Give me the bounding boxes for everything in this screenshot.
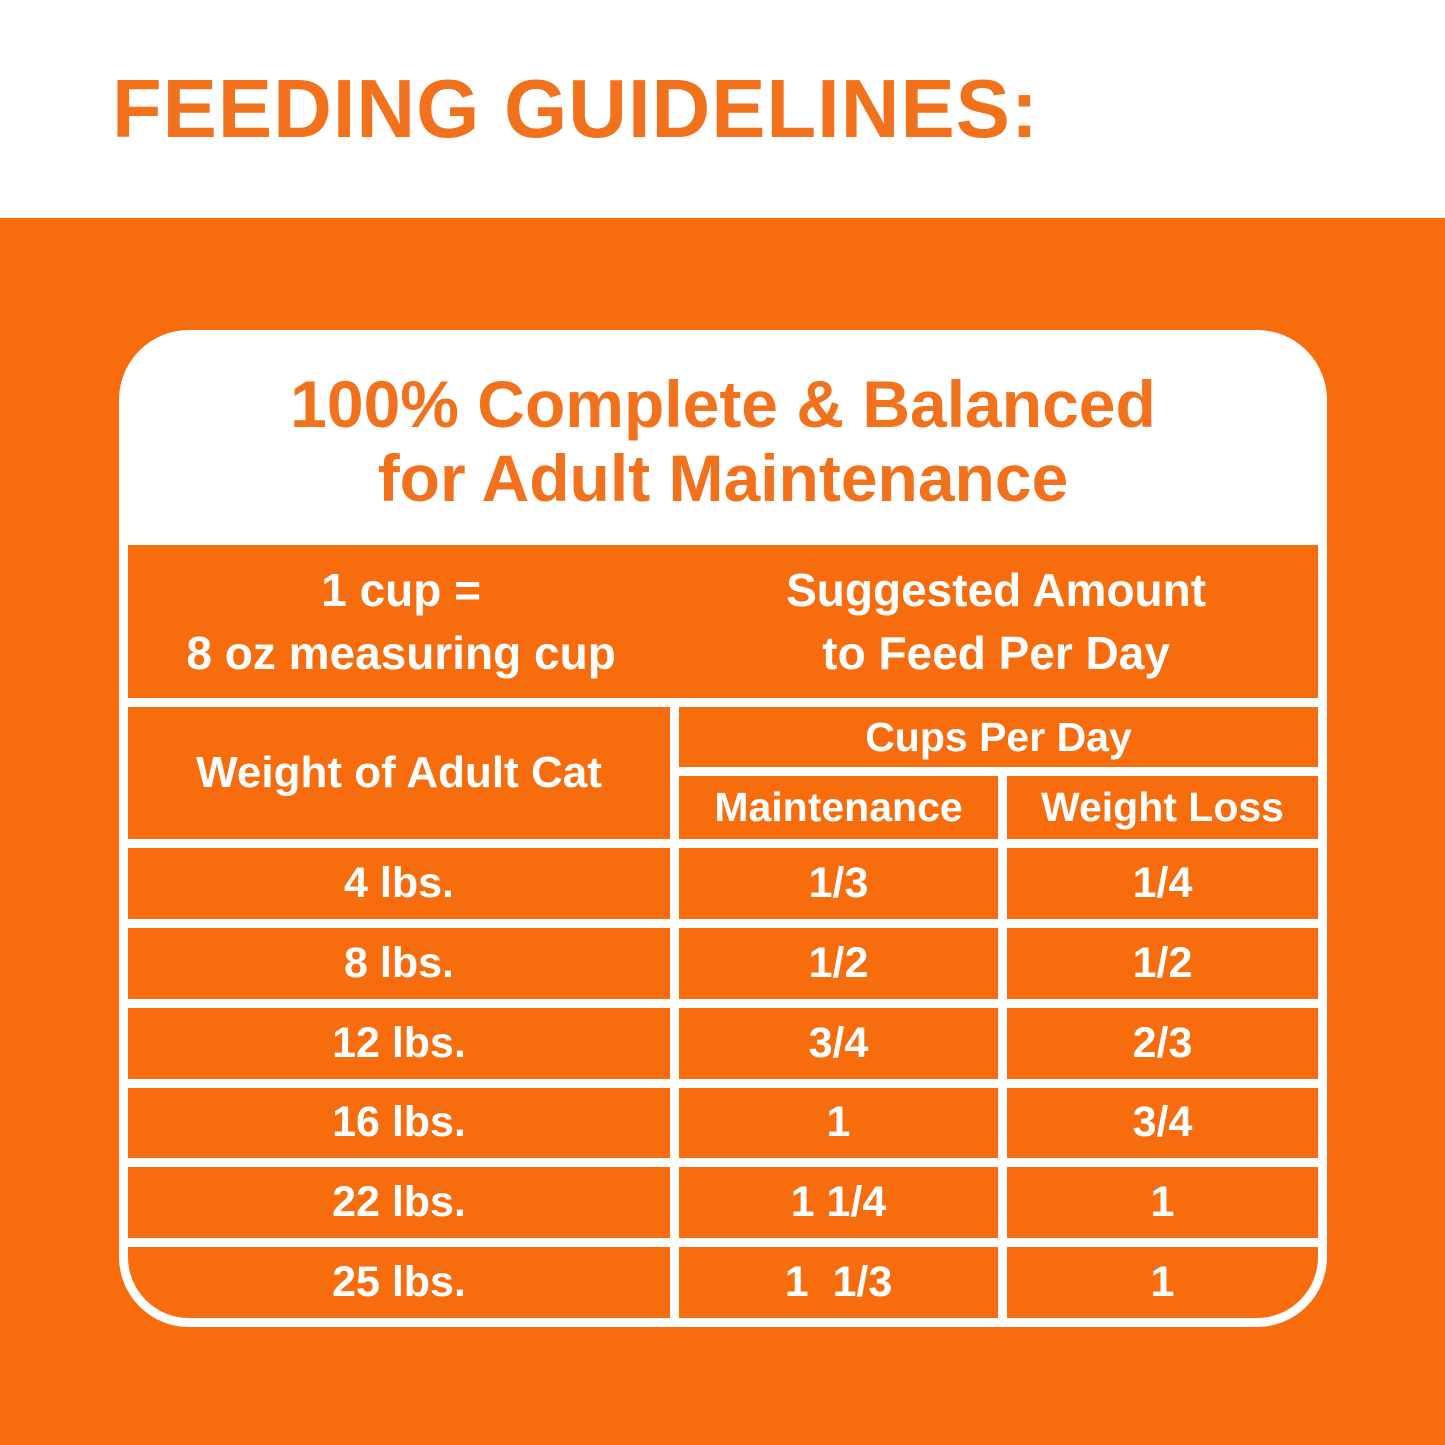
table-cell-weight: 4 lbs. xyxy=(128,848,670,919)
table-cell-maintenance: 1 xyxy=(679,1087,998,1159)
panel-heading: 100% Complete & Balanced for Adult Maint… xyxy=(128,339,1318,545)
table-cell-weight: 22 lbs. xyxy=(128,1167,670,1239)
table-cell-maintenance: 1 1/4 xyxy=(679,1167,998,1239)
suggested-amount-note: Suggested Amount to Feed Per Day xyxy=(674,545,1318,698)
table-cell-weight-loss: 1 xyxy=(1007,1167,1318,1239)
feeding-guidelines-panel: 100% Complete & Balanced for Adult Maint… xyxy=(119,330,1327,1327)
table-cell-maintenance: 1 1/3 xyxy=(679,1247,998,1318)
table-cell-maintenance: 1/2 xyxy=(679,927,998,999)
suggested-amount-note-line2: to Feed Per Day xyxy=(822,626,1170,679)
table-cell-weight-loss: 1/2 xyxy=(1007,927,1318,999)
table-cell-weight-loss: 2/3 xyxy=(1007,1007,1318,1079)
table-cell-weight: 25 lbs. xyxy=(128,1247,670,1318)
panel-heading-line2: for Adult Maintenance xyxy=(377,441,1069,515)
table-cell-weight: 8 lbs. xyxy=(128,927,670,999)
column-header-maintenance: Maintenance xyxy=(679,776,998,839)
column-header-weight: Weight of Adult Cat xyxy=(128,707,670,839)
feeding-table: 1 cup = 8 oz measuring cup Suggested Amo… xyxy=(128,545,1318,1318)
cup-measure-note-line2: 8 oz measuring cup xyxy=(186,626,616,679)
column-group-header-cups-per-day: Cups Per Day xyxy=(679,707,1318,767)
table-cell-weight-loss: 1 xyxy=(1007,1247,1318,1318)
table-cell-weight: 12 lbs. xyxy=(128,1007,670,1079)
table-cell-maintenance: 1/3 xyxy=(679,848,998,919)
table-cell-weight: 16 lbs. xyxy=(128,1087,670,1159)
table-cell-maintenance: 3/4 xyxy=(679,1007,998,1079)
page-title: FEEDING GUIDELINES: xyxy=(112,62,1039,155)
table-note-row: 1 cup = 8 oz measuring cup Suggested Amo… xyxy=(128,545,1318,698)
suggested-amount-note-line1: Suggested Amount xyxy=(786,564,1207,617)
table-cell-weight-loss: 3/4 xyxy=(1007,1087,1318,1159)
column-header-weight-loss: Weight Loss xyxy=(1007,776,1318,839)
table-cell-weight-loss: 1/4 xyxy=(1007,848,1318,919)
cup-measure-note: 1 cup = 8 oz measuring cup xyxy=(128,545,674,698)
panel-heading-line1: 100% Complete & Balanced xyxy=(290,367,1156,442)
header-band: FEEDING GUIDELINES: xyxy=(0,0,1445,218)
cup-measure-note-line1: 1 cup = xyxy=(321,564,481,617)
